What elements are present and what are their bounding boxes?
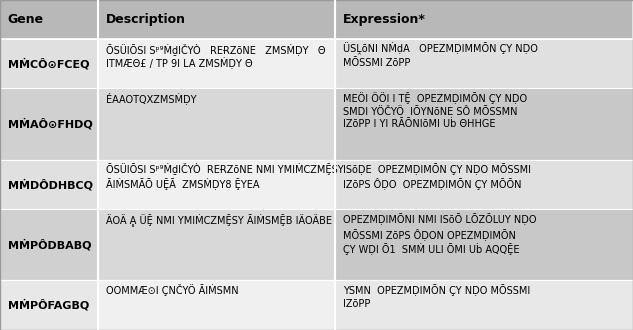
Text: ŌSÜlŌSI Sᵖ⁹ṀḏIČYÒ   REɌZōNE   ZMSṀḌY   Θ
ITMÆΘ£ / TP 9I LA ZMSṀḌY Θ: ŌSÜlŌSI Sᵖ⁹ṀḏIČYÒ REɌZōNE ZMSṀḌY Θ ITMÆΘ… [106,43,325,69]
Text: Description: Description [106,13,185,26]
Bar [0,209,98,280]
Text: MṀPÔFAGBQ: MṀPÔFAGBQ [8,299,89,311]
Text: MṀDÔDHBCQ: MṀDÔDHBCQ [8,179,92,190]
Text: MṀPÔDBABQ: MṀPÔDBABQ [8,239,91,250]
Text: OPEZMḌIMŌNI NMI ISōŌ LŌZŌLUY NḌO
MŌSSMI ZōPS ÔḌON OPEZMḌIMŌN
ÇY WḌI Ō1  SMṀ ULI : OPEZMḌIMŌNI NMI ISōŌ LŌZŌLUY NḌO MŌSSMI … [343,213,537,255]
Text: OOMMÆ⊙I ÇNČYÖ ĀIṀSMN: OOMMÆ⊙I ÇNČYÖ ĀIṀSMN [106,284,239,296]
Bar [335,280,633,330]
Bar [98,0,335,39]
Bar [98,280,335,330]
Text: Gene: Gene [8,13,44,26]
Bar [0,39,98,88]
Bar [335,159,633,209]
Text: Expression*: Expression* [343,13,426,26]
Bar [0,159,98,209]
Text: MEÖI ÖÖI I TḜ  OPEZMḌIMŌN ÇY NḌO
SMDI YÖČYÖ  IŌYNōNE SÔ MŌSSMN
IZōPP I YI RĀŌNIō: MEÖI ÖÖI I TḜ OPEZMḌIMŌN ÇY NḌO SMDI YÖČ… [343,92,527,129]
Bar [335,39,633,88]
Bar [335,0,633,39]
Bar [0,280,98,330]
Text: MṀAÔ⊙FHDQ: MṀAÔ⊙FHDQ [8,118,92,130]
Text: MṀCÔ⊙FCEQ: MṀCÔ⊙FCEQ [8,58,89,69]
Bar [98,159,335,209]
Text: ÉAAOTQXZMSṀḌY: ÉAAOTQXZMSṀḌY [106,92,196,104]
Bar [98,209,335,280]
Bar [0,0,98,39]
Text: ÄOÄ Ḁ ÜḜ NMI YMIṀCZMḜSY ĀIṀSMḜB IÄOÄBE: ÄOÄ Ḁ ÜḜ NMI YMIṀCZMḜSY ĀIṀSMḜB IÄOÄBE [106,213,332,226]
Bar [98,39,335,88]
Bar [335,209,633,280]
Text: YSMN  OPEZMḌIMŌN ÇY NḌO MŌSSMI
IZōPP: YSMN OPEZMḌIMŌN ÇY NḌO MŌSSMI IZōPP [343,284,530,309]
Bar [98,88,335,159]
Text: ŌSÜlŌSI Sᵖ⁹ṀḏIČYÒ  REɌZōNE NMI YMIṀCZMḜSY
ĀIṀSMĀŌ UḜĀ  ZMSṀḌY8 ḜYEA: ŌSÜlŌSI Sᵖ⁹ṀḏIČYÒ REɌZōNE NMI YMIṀCZMḜSY… [106,163,343,190]
Bar [0,88,98,159]
Bar [335,88,633,159]
Text: ISōḌE  OPEZMḌIMŌN ÇY NḌO MŌSSMI
IZōPS ÔḌO  OPEZMḌIMŌN ÇY MŌŌN: ISōḌE OPEZMḌIMŌN ÇY NḌO MŌSSMI IZōPS ÔḌO… [343,163,531,190]
Text: ÜSḼōNI NṀḍA   OPEZMḌIMMŌN ÇY NḌO
MŌSSMI ZōPP: ÜSḼōNI NṀḍA OPEZMḌIMMŌN ÇY NḌO MŌSSMI Zō… [343,43,538,68]
